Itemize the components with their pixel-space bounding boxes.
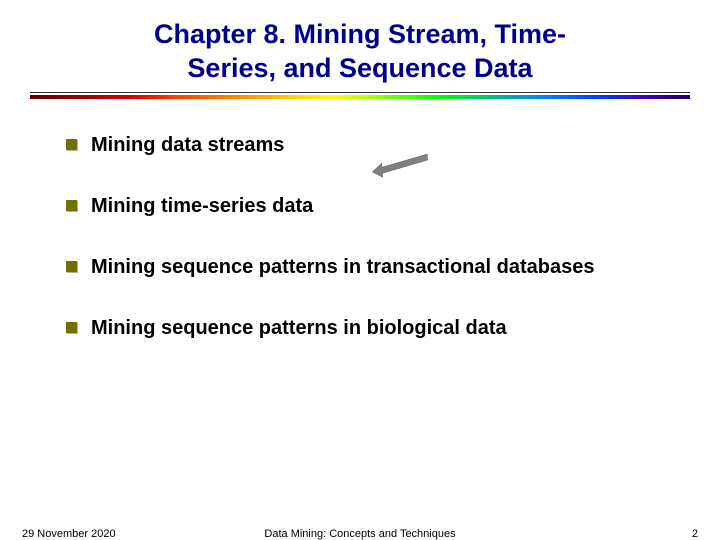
pointer-arrow-icon	[370, 152, 434, 178]
bullet-icon	[66, 261, 77, 272]
list-item: Mining sequence patterns in biological d…	[66, 310, 670, 347]
footer-date: 29 November 2020	[22, 528, 116, 540]
bullet-text: Mining sequence patterns in biological d…	[91, 310, 670, 347]
list-item: Mining data streams	[66, 127, 670, 164]
slide-title-area: Chapter 8. Mining Stream, Time- Series, …	[0, 0, 720, 86]
bullet-text: Mining sequence patterns in transactiona…	[91, 249, 670, 286]
title-line-2: Series, and Sequence Data	[187, 53, 532, 83]
bullet-list: Mining data streams Mining time-series d…	[0, 99, 720, 347]
thin-underline	[30, 92, 690, 93]
bullet-icon	[66, 139, 77, 150]
bullet-text: Mining time-series data	[91, 188, 670, 225]
list-item: Mining sequence patterns in transactiona…	[66, 249, 670, 286]
list-item: Mining time-series data	[66, 188, 670, 225]
page-number: 2	[692, 528, 698, 540]
footer-title: Data Mining: Concepts and Techniques	[264, 528, 455, 540]
title-underline	[30, 92, 690, 99]
bullet-icon	[66, 200, 77, 211]
slide-title: Chapter 8. Mining Stream, Time- Series, …	[40, 18, 680, 86]
bullet-icon	[66, 322, 77, 333]
title-line-1: Chapter 8. Mining Stream, Time-	[154, 19, 566, 49]
